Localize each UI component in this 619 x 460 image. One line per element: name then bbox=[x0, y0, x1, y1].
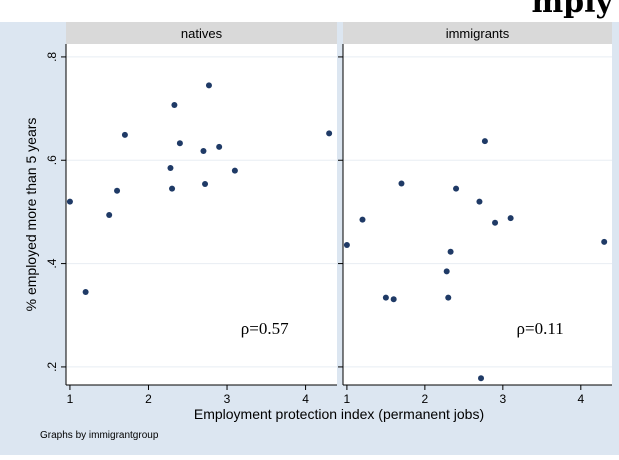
panel-title-natives: natives bbox=[181, 26, 223, 41]
data-point-immigrants bbox=[507, 215, 514, 222]
y-tick-label: .6 bbox=[45, 155, 59, 165]
data-point-natives bbox=[202, 181, 209, 188]
x-tick-label: 1 bbox=[67, 392, 74, 406]
data-point-immigrants bbox=[343, 241, 350, 248]
data-point-natives bbox=[106, 212, 113, 219]
data-point-immigrants bbox=[481, 138, 488, 145]
data-point-immigrants bbox=[453, 185, 460, 192]
x-tick-label: 4 bbox=[302, 392, 309, 406]
data-point-natives bbox=[216, 143, 223, 150]
panel-header-immigrants bbox=[343, 22, 612, 44]
data-point-natives bbox=[167, 165, 174, 171]
x-tick-label: 1 bbox=[344, 392, 351, 406]
data-point-immigrants bbox=[390, 296, 397, 303]
graph-note: Graphs by immigrantgroup bbox=[40, 430, 159, 441]
data-point-natives bbox=[171, 101, 178, 108]
data-point-natives bbox=[169, 185, 176, 192]
x-tick-label: 4 bbox=[577, 392, 584, 406]
data-point-natives bbox=[66, 198, 73, 205]
correlation-annotation: ρ=0.57 bbox=[241, 319, 289, 338]
data-point-immigrants bbox=[492, 219, 499, 226]
data-point-immigrants bbox=[601, 238, 608, 245]
data-point-natives bbox=[326, 130, 333, 137]
x-tick-label: 2 bbox=[145, 392, 152, 406]
plot-area-immigrants bbox=[343, 44, 612, 385]
data-point-immigrants bbox=[398, 180, 405, 187]
data-point-natives bbox=[231, 167, 238, 174]
data-point-natives bbox=[205, 82, 212, 89]
data-point-natives bbox=[114, 187, 121, 194]
title-fragment: mply bbox=[0, 0, 619, 22]
data-point-natives bbox=[200, 147, 207, 154]
data-point-immigrants bbox=[476, 198, 483, 205]
y-tick-label: .2 bbox=[45, 362, 59, 372]
y-tick-label: .4 bbox=[45, 258, 59, 268]
data-point-immigrants bbox=[443, 268, 450, 275]
data-point-immigrants bbox=[382, 294, 389, 301]
correlation-annotation: ρ=0.11 bbox=[517, 319, 564, 338]
panel-header-natives bbox=[66, 22, 337, 44]
x-tick-label: 3 bbox=[499, 392, 506, 406]
panel-title-immigrants: immigrants bbox=[446, 26, 510, 41]
y-axis-title: % employed more than 5 years bbox=[23, 118, 39, 312]
data-point-natives bbox=[121, 131, 128, 138]
y-tick-label: .8 bbox=[45, 52, 59, 62]
data-point-immigrants bbox=[447, 248, 454, 255]
data-point-immigrants bbox=[359, 216, 366, 223]
data-point-immigrants bbox=[445, 294, 452, 301]
data-point-natives bbox=[176, 140, 183, 147]
x-tick-label: 2 bbox=[422, 392, 429, 406]
x-tick-label: 3 bbox=[224, 392, 231, 406]
data-point-immigrants bbox=[478, 375, 485, 382]
data-point-natives bbox=[82, 289, 89, 295]
chart-title-fragment: mply bbox=[531, 0, 613, 20]
x-axis-title: Employment protection index (permanent j… bbox=[194, 406, 484, 422]
